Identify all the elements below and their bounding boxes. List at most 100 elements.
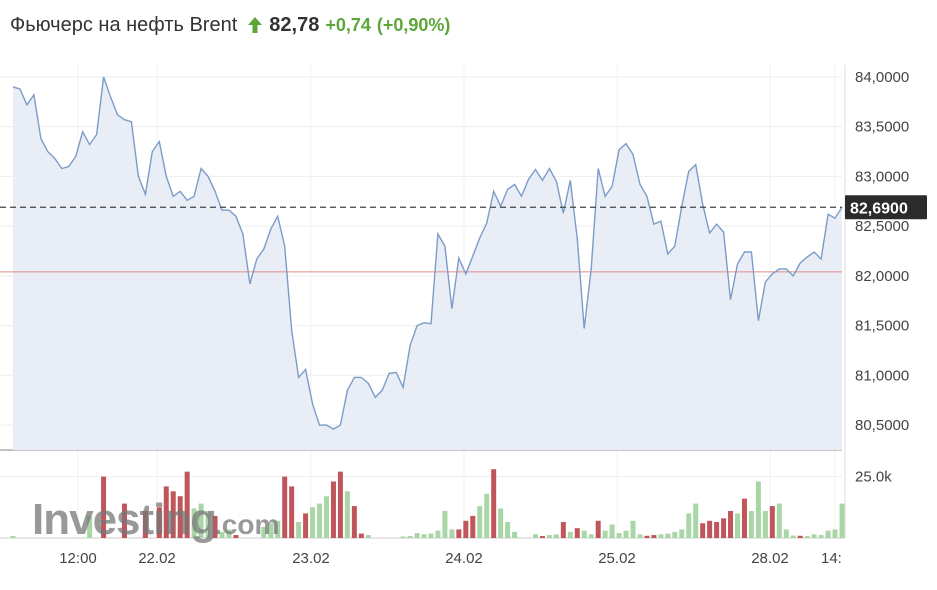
volume-bar [400, 536, 406, 538]
time-tick-label: 28.02 [751, 550, 789, 567]
time-tick-label: 23.02 [292, 550, 330, 567]
volume-bar [735, 513, 741, 538]
volume-bar [191, 508, 197, 538]
volume-bar [672, 531, 678, 538]
volume-bar [755, 481, 761, 538]
volume-bar [212, 515, 218, 538]
volume-bar [741, 498, 747, 538]
volume-bar [588, 534, 594, 538]
volume-bar [651, 535, 657, 538]
axes: 84,0000 83,5000 83,0000 82,5000 82,0000 81,50… [59, 69, 909, 567]
volume-bar [546, 535, 552, 538]
volume-bar [637, 534, 643, 538]
investing-watermark: Investing .com [32, 495, 279, 544]
volume-bar [505, 522, 511, 538]
volume-bar [310, 507, 316, 538]
volume-bar [832, 529, 838, 538]
volume-bar [567, 531, 573, 538]
volume-bar [776, 503, 782, 538]
volume-bar [10, 536, 16, 538]
volume-bar [560, 522, 566, 538]
volume-bar [219, 531, 225, 538]
volume-bar [449, 529, 455, 538]
volume-bar [783, 529, 789, 538]
volume-bar [205, 510, 211, 538]
volume-bar [414, 533, 420, 538]
volume-bar [839, 503, 845, 538]
volume-tick-label: 25.0k [855, 469, 892, 486]
volume-bar [484, 493, 490, 538]
price-tick-label: 81,0000 [855, 367, 909, 384]
volume-bar [714, 522, 720, 538]
volume-bar [317, 503, 323, 538]
price-area [13, 76, 842, 451]
price-line [12, 76, 843, 430]
volume-bar [825, 530, 831, 538]
volume-bar [337, 471, 343, 538]
price-tick-label: 84,0000 [855, 69, 909, 86]
volume-bar [748, 510, 754, 538]
volume-bar [686, 513, 692, 538]
volume-bar [233, 535, 239, 538]
volume-bar [87, 515, 93, 538]
time-tick-label: 25.02 [598, 550, 636, 567]
volume-bar [679, 529, 685, 538]
volume-bar [435, 530, 441, 538]
volume-bar [539, 536, 545, 538]
volume-bar [595, 520, 601, 538]
volume-bar [275, 520, 281, 538]
current-price-marker: 82,6900 [0, 195, 927, 220]
watermark-suffix: .com [214, 509, 279, 540]
volume-bar [602, 530, 608, 538]
price-tick-label: 81,5000 [855, 318, 909, 335]
volume-bar [644, 535, 650, 538]
price-area-fill [13, 76, 842, 451]
volume-bar [532, 534, 538, 538]
volume-bar [142, 510, 148, 538]
volume-bar [421, 534, 427, 538]
volume-bar [177, 496, 183, 538]
instrument-title: Фьючерс на нефть Brent [10, 13, 238, 36]
volume-bar [323, 496, 329, 538]
volume-bar [498, 508, 504, 538]
volume-bar [198, 503, 204, 538]
price-series-line [12, 76, 843, 430]
volume-bar [289, 486, 295, 538]
volume-bar [811, 534, 817, 538]
price-tick-label: 80,5000 [855, 417, 909, 434]
time-tick-label: 22.02 [138, 550, 176, 567]
volume-bar [463, 520, 469, 538]
volume-bar [707, 520, 713, 538]
volume-bar [658, 534, 664, 538]
volume-bar [728, 510, 734, 538]
volume-bar [456, 529, 462, 538]
volume-bar [512, 531, 518, 538]
arrow-up-icon [248, 17, 263, 33]
volume-bar [358, 533, 364, 538]
volume-bar [477, 506, 483, 538]
volume-bar [553, 534, 559, 538]
time-tick-label: 24.02 [445, 550, 483, 567]
volume-bar [491, 469, 497, 538]
volume-bar [156, 507, 162, 538]
volume-bar [797, 535, 803, 538]
volume-bar [365, 535, 371, 538]
volume-bar [721, 518, 727, 538]
volume-bar [296, 522, 302, 538]
watermark-brand: Investing [32, 495, 216, 544]
volume-bar [769, 506, 775, 538]
time-tick-label: 14: [821, 550, 842, 567]
volume-bar [261, 526, 267, 538]
volume-bar [623, 530, 629, 538]
volume-bar [630, 520, 636, 538]
volume-bar [303, 513, 309, 538]
price-tick-label: 82,0000 [855, 268, 909, 285]
volume-bar [407, 536, 413, 538]
volume-bar [226, 529, 232, 538]
current-price-label-bg [845, 195, 927, 220]
current-price-label: 82,6900 [850, 200, 908, 217]
price-tick-label: 83,5000 [855, 119, 909, 136]
volume-bar [818, 535, 824, 538]
volume-bar [693, 503, 699, 538]
